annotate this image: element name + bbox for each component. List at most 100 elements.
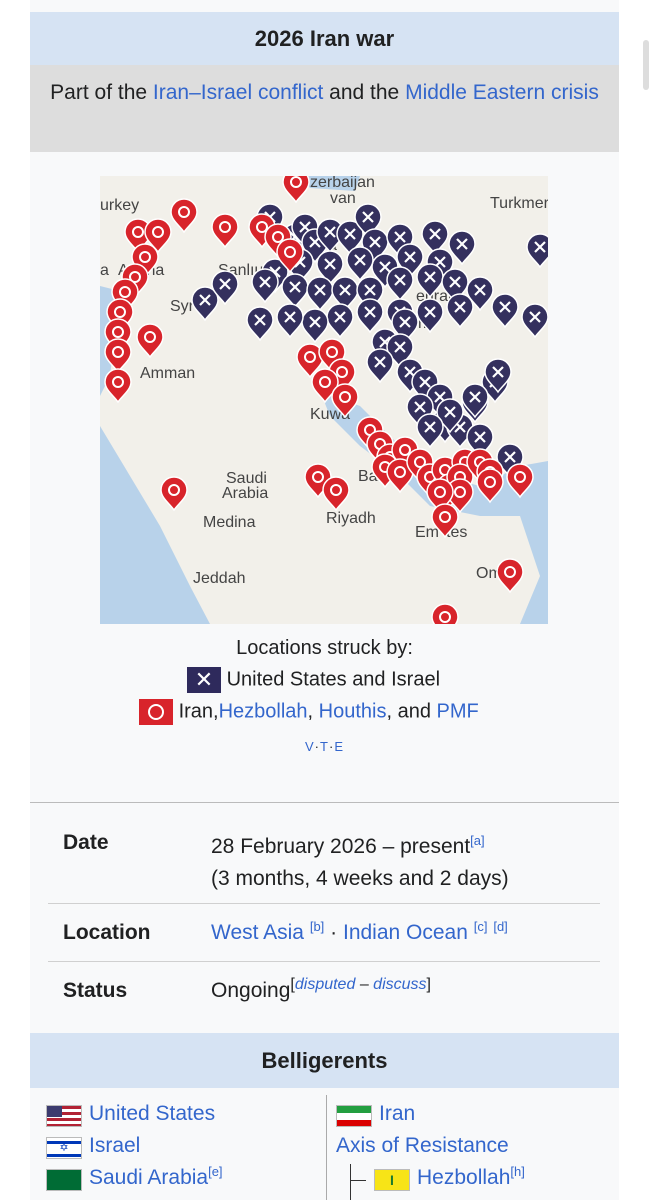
strike-marker-iran: [170, 198, 198, 234]
column-divider: [326, 1095, 327, 1200]
link[interactable]: West Asia: [211, 921, 304, 944]
pin: [136, 323, 164, 359]
pin-icon: [469, 391, 481, 403]
strike-marker-iran: [144, 218, 172, 254]
link[interactable]: PMF: [436, 700, 479, 723]
pin-icon: [254, 314, 266, 326]
strike-marker-iran: [282, 176, 310, 204]
pin-icon: [112, 326, 124, 338]
strike-marker-us: [281, 273, 309, 309]
pin-icon: [178, 206, 190, 218]
strike-marker-us: [191, 286, 219, 322]
pin-icon: [454, 301, 466, 313]
link[interactable]: Iran–Israel conflict: [152, 81, 324, 104]
pin: [416, 413, 444, 449]
legend-icon: ✕: [187, 667, 221, 693]
ref[interactable]: [a]: [470, 833, 485, 848]
pin-icon: [474, 431, 486, 443]
link[interactable]: Middle Eastern crisis: [405, 81, 599, 104]
link[interactable]: Axis of Resistance: [336, 1134, 509, 1157]
map-label: zerbaijan: [310, 176, 375, 191]
pin-icon: [504, 451, 516, 463]
pin-icon: [492, 366, 504, 378]
ref[interactable]: [d]: [493, 919, 508, 934]
pin: [476, 468, 504, 504]
pin-icon: [112, 346, 124, 358]
map[interactable]: urkeyaAdanaŞanlıurfSyrAmmanSaudiArabiaMe…: [100, 176, 548, 624]
map-label: Amman: [140, 365, 195, 382]
strike-marker-us: [526, 233, 548, 269]
strike-marker-us: [416, 263, 444, 299]
link[interactable]: Hezbollah: [218, 700, 308, 723]
pin-icon: [449, 276, 461, 288]
map-label: Saudi: [226, 470, 267, 487]
pin-icon: [394, 341, 406, 353]
map-label: Medina: [203, 514, 256, 531]
row-value: Saudi Arabia[e]: [89, 1164, 223, 1190]
pin-icon: [364, 306, 376, 318]
ref[interactable]: [e]: [208, 1164, 223, 1179]
pin: [496, 558, 524, 594]
pin-icon: [344, 228, 356, 240]
pin-icon: [529, 311, 541, 323]
pin-icon: [152, 226, 164, 238]
pin-icon: [399, 316, 411, 328]
link[interactable]: Israel: [89, 1134, 141, 1157]
ref[interactable]: [b]: [309, 919, 325, 934]
ref[interactable]: [h]: [510, 1164, 525, 1179]
strike-marker-iran: [211, 213, 239, 249]
pin: [521, 303, 548, 339]
pin-icon: [129, 271, 141, 283]
link[interactable]: Hezbollah: [417, 1166, 511, 1189]
scrollbar: [643, 40, 649, 90]
strike-marker-us: [441, 268, 469, 304]
strike-marker-us: [246, 306, 274, 342]
link[interactable]: E: [334, 739, 344, 754]
ref[interactable]: [c]: [473, 919, 488, 934]
link[interactable]: Iran: [379, 1102, 416, 1125]
pin-icon: [439, 511, 451, 523]
link[interactable]: discuss: [373, 976, 427, 993]
pin-icon: [334, 311, 346, 323]
strike-marker-iran: [104, 368, 132, 404]
strike-marker-iran: [476, 468, 504, 504]
strike-marker-us: [366, 348, 394, 384]
link[interactable]: disputed: [294, 976, 356, 993]
bracket: [: [290, 976, 295, 993]
strike-marker-iran: [496, 558, 524, 594]
pin: [346, 246, 374, 282]
pin-icon: [339, 284, 351, 296]
pin-icon: [394, 466, 406, 478]
dispute: [disputed – discuss]: [290, 976, 431, 993]
bracket: ]: [426, 976, 431, 993]
link[interactable]: Indian Ocean: [342, 921, 468, 944]
link[interactable]: United States: [89, 1102, 216, 1125]
row-value: West Asia [b] · Indian Ocean [c] [d]: [211, 919, 508, 945]
navbox: V·T·E: [30, 739, 619, 754]
strike-marker-iran: [322, 476, 350, 512]
section-header: Belligerents: [30, 1033, 619, 1088]
map-label: Jeddah: [193, 570, 246, 587]
link[interactable]: Houthis: [318, 700, 387, 723]
strike-marker-us: [251, 268, 279, 304]
strike-marker-us: [211, 270, 239, 306]
tree-line: [350, 1164, 351, 1200]
pin-icon: [394, 231, 406, 243]
pin: [431, 503, 459, 539]
pin: [484, 358, 512, 394]
link[interactable]: T: [320, 739, 329, 754]
strike-marker-us: [306, 276, 334, 312]
strike-marker-us: [521, 303, 548, 339]
pin: [326, 303, 354, 339]
pin-icon: [199, 294, 211, 306]
caspian: [300, 176, 360, 191]
pin-icon: [119, 286, 131, 298]
divider: [48, 961, 600, 962]
pin-icon: [362, 211, 374, 223]
link[interactable]: Saudi Arabia: [89, 1166, 209, 1189]
separator: ·: [328, 739, 335, 754]
strike-marker-us: [336, 220, 364, 256]
link[interactable]: V: [305, 739, 315, 754]
pin: [144, 218, 172, 254]
